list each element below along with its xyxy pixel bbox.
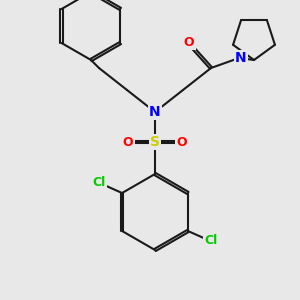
Text: O: O: [123, 136, 133, 148]
Text: N: N: [149, 105, 161, 119]
Text: O: O: [184, 35, 194, 49]
Text: O: O: [177, 136, 187, 148]
Text: N: N: [235, 51, 247, 65]
Text: Cl: Cl: [92, 176, 106, 190]
Text: S: S: [150, 135, 160, 149]
Text: Cl: Cl: [204, 235, 218, 248]
